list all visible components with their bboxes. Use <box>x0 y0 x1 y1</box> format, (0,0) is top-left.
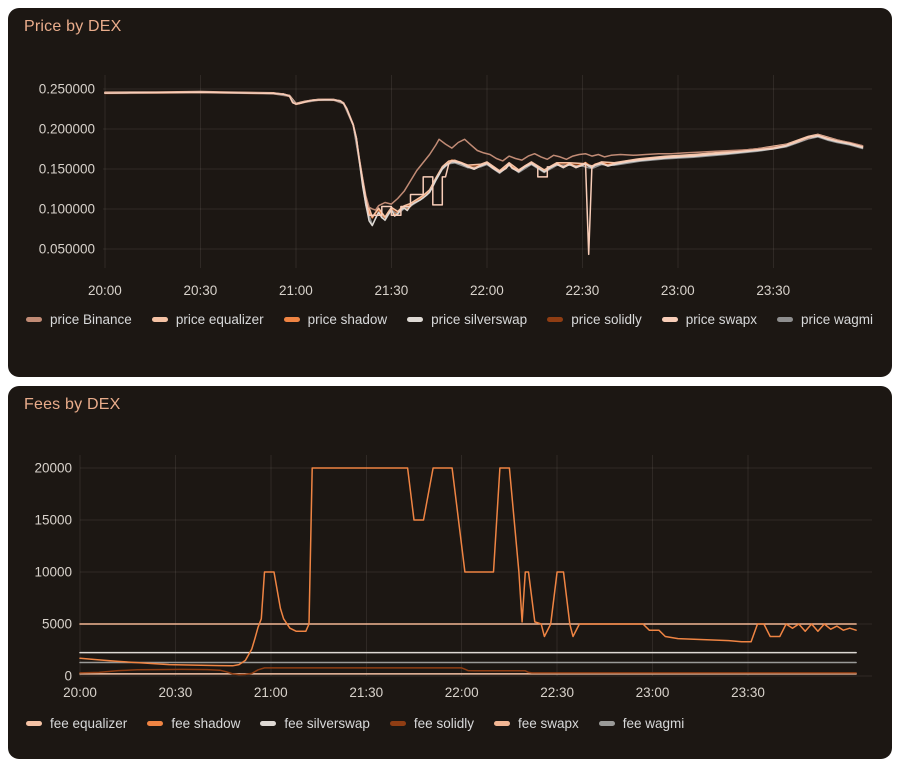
x-tick-label: 22:30 <box>566 283 600 298</box>
legend-swatch-icon <box>598 721 615 726</box>
legend-swatch-icon <box>407 317 424 322</box>
legend-swatch-icon <box>26 721 42 726</box>
series-line-fee-solidly <box>79 667 857 676</box>
y-tick-label: 0.200000 <box>39 121 95 136</box>
legend-swatch-icon <box>283 317 300 322</box>
legend-item-price-silverswap[interactable]: price silverswap <box>407 312 527 327</box>
y-tick-label: 15000 <box>34 513 72 528</box>
price-panel: Price by DEX 0.050000 0.100000 0.150000 0.2… <box>8 8 892 377</box>
y-tick-label: 0.100000 <box>39 201 95 216</box>
legend-item-price-binance[interactable]: price Binance <box>26 312 132 327</box>
x-tick-label: 23:30 <box>731 685 765 700</box>
x-tick-label: 21:00 <box>254 685 288 700</box>
fees-chart[interactable]: 0 5000 10000 15000 20000 20:00 20:30 21:00 21:30… <box>8 386 892 759</box>
legend-item-fee-wagmi[interactable]: fee wagmi <box>598 716 685 731</box>
legend-item-price-swapx[interactable]: price swapx <box>661 312 757 327</box>
legend-label: price wagmi <box>801 312 874 327</box>
legend-label: price solidly <box>571 312 642 327</box>
series-line-price-equalizer <box>104 90 864 218</box>
legend-item-fee-equalizer[interactable]: fee equalizer <box>26 716 127 731</box>
legend-item-price-shadow[interactable]: price shadow <box>283 312 388 327</box>
fees-legend: fee equalizer fee shadow fee silverswap fee… <box>26 716 880 731</box>
legend-swatch-icon <box>260 721 277 726</box>
legend-label: price silverswap <box>431 312 528 327</box>
legend-swatch-icon <box>389 721 406 726</box>
x-tick-label: 20:00 <box>63 685 97 700</box>
x-tick-label: 23:00 <box>636 685 670 700</box>
series-line-price-shadow <box>104 91 864 219</box>
legend-item-fee-silverswap[interactable]: fee silverswap <box>260 716 370 731</box>
x-tick-label: 22:30 <box>540 685 574 700</box>
legend-label: price Binance <box>50 312 132 327</box>
legend-item-fee-solidly[interactable]: fee solidly <box>389 716 474 731</box>
series-line-price-swapx <box>104 91 864 256</box>
legend-swatch-icon <box>547 317 564 322</box>
y-tick-label: 5000 <box>42 617 72 632</box>
price-chart[interactable]: 0.050000 0.100000 0.150000 0.200000 0.250000… <box>8 8 892 377</box>
gridlines <box>103 75 872 268</box>
legend-item-price-equalizer[interactable]: price equalizer <box>151 312 264 327</box>
x-tick-label: 21:30 <box>375 283 409 298</box>
x-tick-label: 20:30 <box>184 283 218 298</box>
fees-panel-title: Fees by DEX <box>24 396 121 413</box>
legend-swatch-icon <box>493 721 510 726</box>
legend-swatch-icon <box>777 317 793 322</box>
price-legend: price Binance price equalizer price shadow… <box>26 312 880 327</box>
legend-label: fee solidly <box>413 716 474 731</box>
y-tick-label: 0.150000 <box>39 161 95 176</box>
legend-label: price swapx <box>685 312 757 327</box>
series-line-price-silverswap <box>104 91 864 227</box>
series-line-price-solidly <box>104 91 864 219</box>
x-tick-label: 20:30 <box>159 685 193 700</box>
legend-item-price-solidly[interactable]: price solidly <box>547 312 642 327</box>
x-tick-label: 22:00 <box>470 283 504 298</box>
legend-label: fee equalizer <box>50 716 128 731</box>
legend-label: fee wagmi <box>622 716 685 731</box>
x-tick-label: 21:30 <box>349 685 383 700</box>
y-tick-label: 20000 <box>34 461 72 476</box>
legend-swatch-icon <box>151 317 168 322</box>
x-tick-label: 22:00 <box>445 685 479 700</box>
x-tick-label: 21:00 <box>279 283 313 298</box>
x-tick-label: 23:30 <box>756 283 790 298</box>
legend-label: price shadow <box>307 312 388 327</box>
x-tick-label: 23:00 <box>661 283 695 298</box>
x-tick-label: 20:00 <box>88 283 122 298</box>
y-tick-label: 10000 <box>34 565 72 580</box>
y-tick-label: 0.250000 <box>39 82 95 97</box>
axis-tick-labels: 0 5000 10000 15000 20000 20:00 20:30 21:00 21:30… <box>34 461 764 701</box>
y-tick-label: 0.050000 <box>39 241 95 256</box>
legend-swatch-icon <box>661 317 678 322</box>
series-line-fee-shadow <box>79 467 857 667</box>
series-line-price-wagmi <box>104 91 864 226</box>
legend-item-fee-shadow[interactable]: fee shadow <box>147 716 240 731</box>
legend-swatch-icon <box>26 317 42 322</box>
legend-label: fee silverswap <box>284 716 370 731</box>
legend-label: fee shadow <box>171 716 241 731</box>
series-lines <box>104 90 864 256</box>
y-tick-label: 0 <box>64 669 72 684</box>
legend-label: fee swapx <box>517 716 579 731</box>
legend-swatch-icon <box>147 721 164 726</box>
price-panel-title: Price by DEX <box>24 18 122 35</box>
legend-label: price equalizer <box>175 312 264 327</box>
fees-panel: Fees by DEX 0 5000 10000 15000 20000 20:00 20:… <box>8 386 892 759</box>
series-lines <box>79 467 857 676</box>
gridlines <box>79 455 872 677</box>
legend-item-price-wagmi[interactable]: price wagmi <box>777 312 873 327</box>
axis-tick-labels: 0.050000 0.100000 0.150000 0.200000 0.250000… <box>39 82 791 299</box>
legend-item-fee-swapx[interactable]: fee swapx <box>493 716 579 731</box>
